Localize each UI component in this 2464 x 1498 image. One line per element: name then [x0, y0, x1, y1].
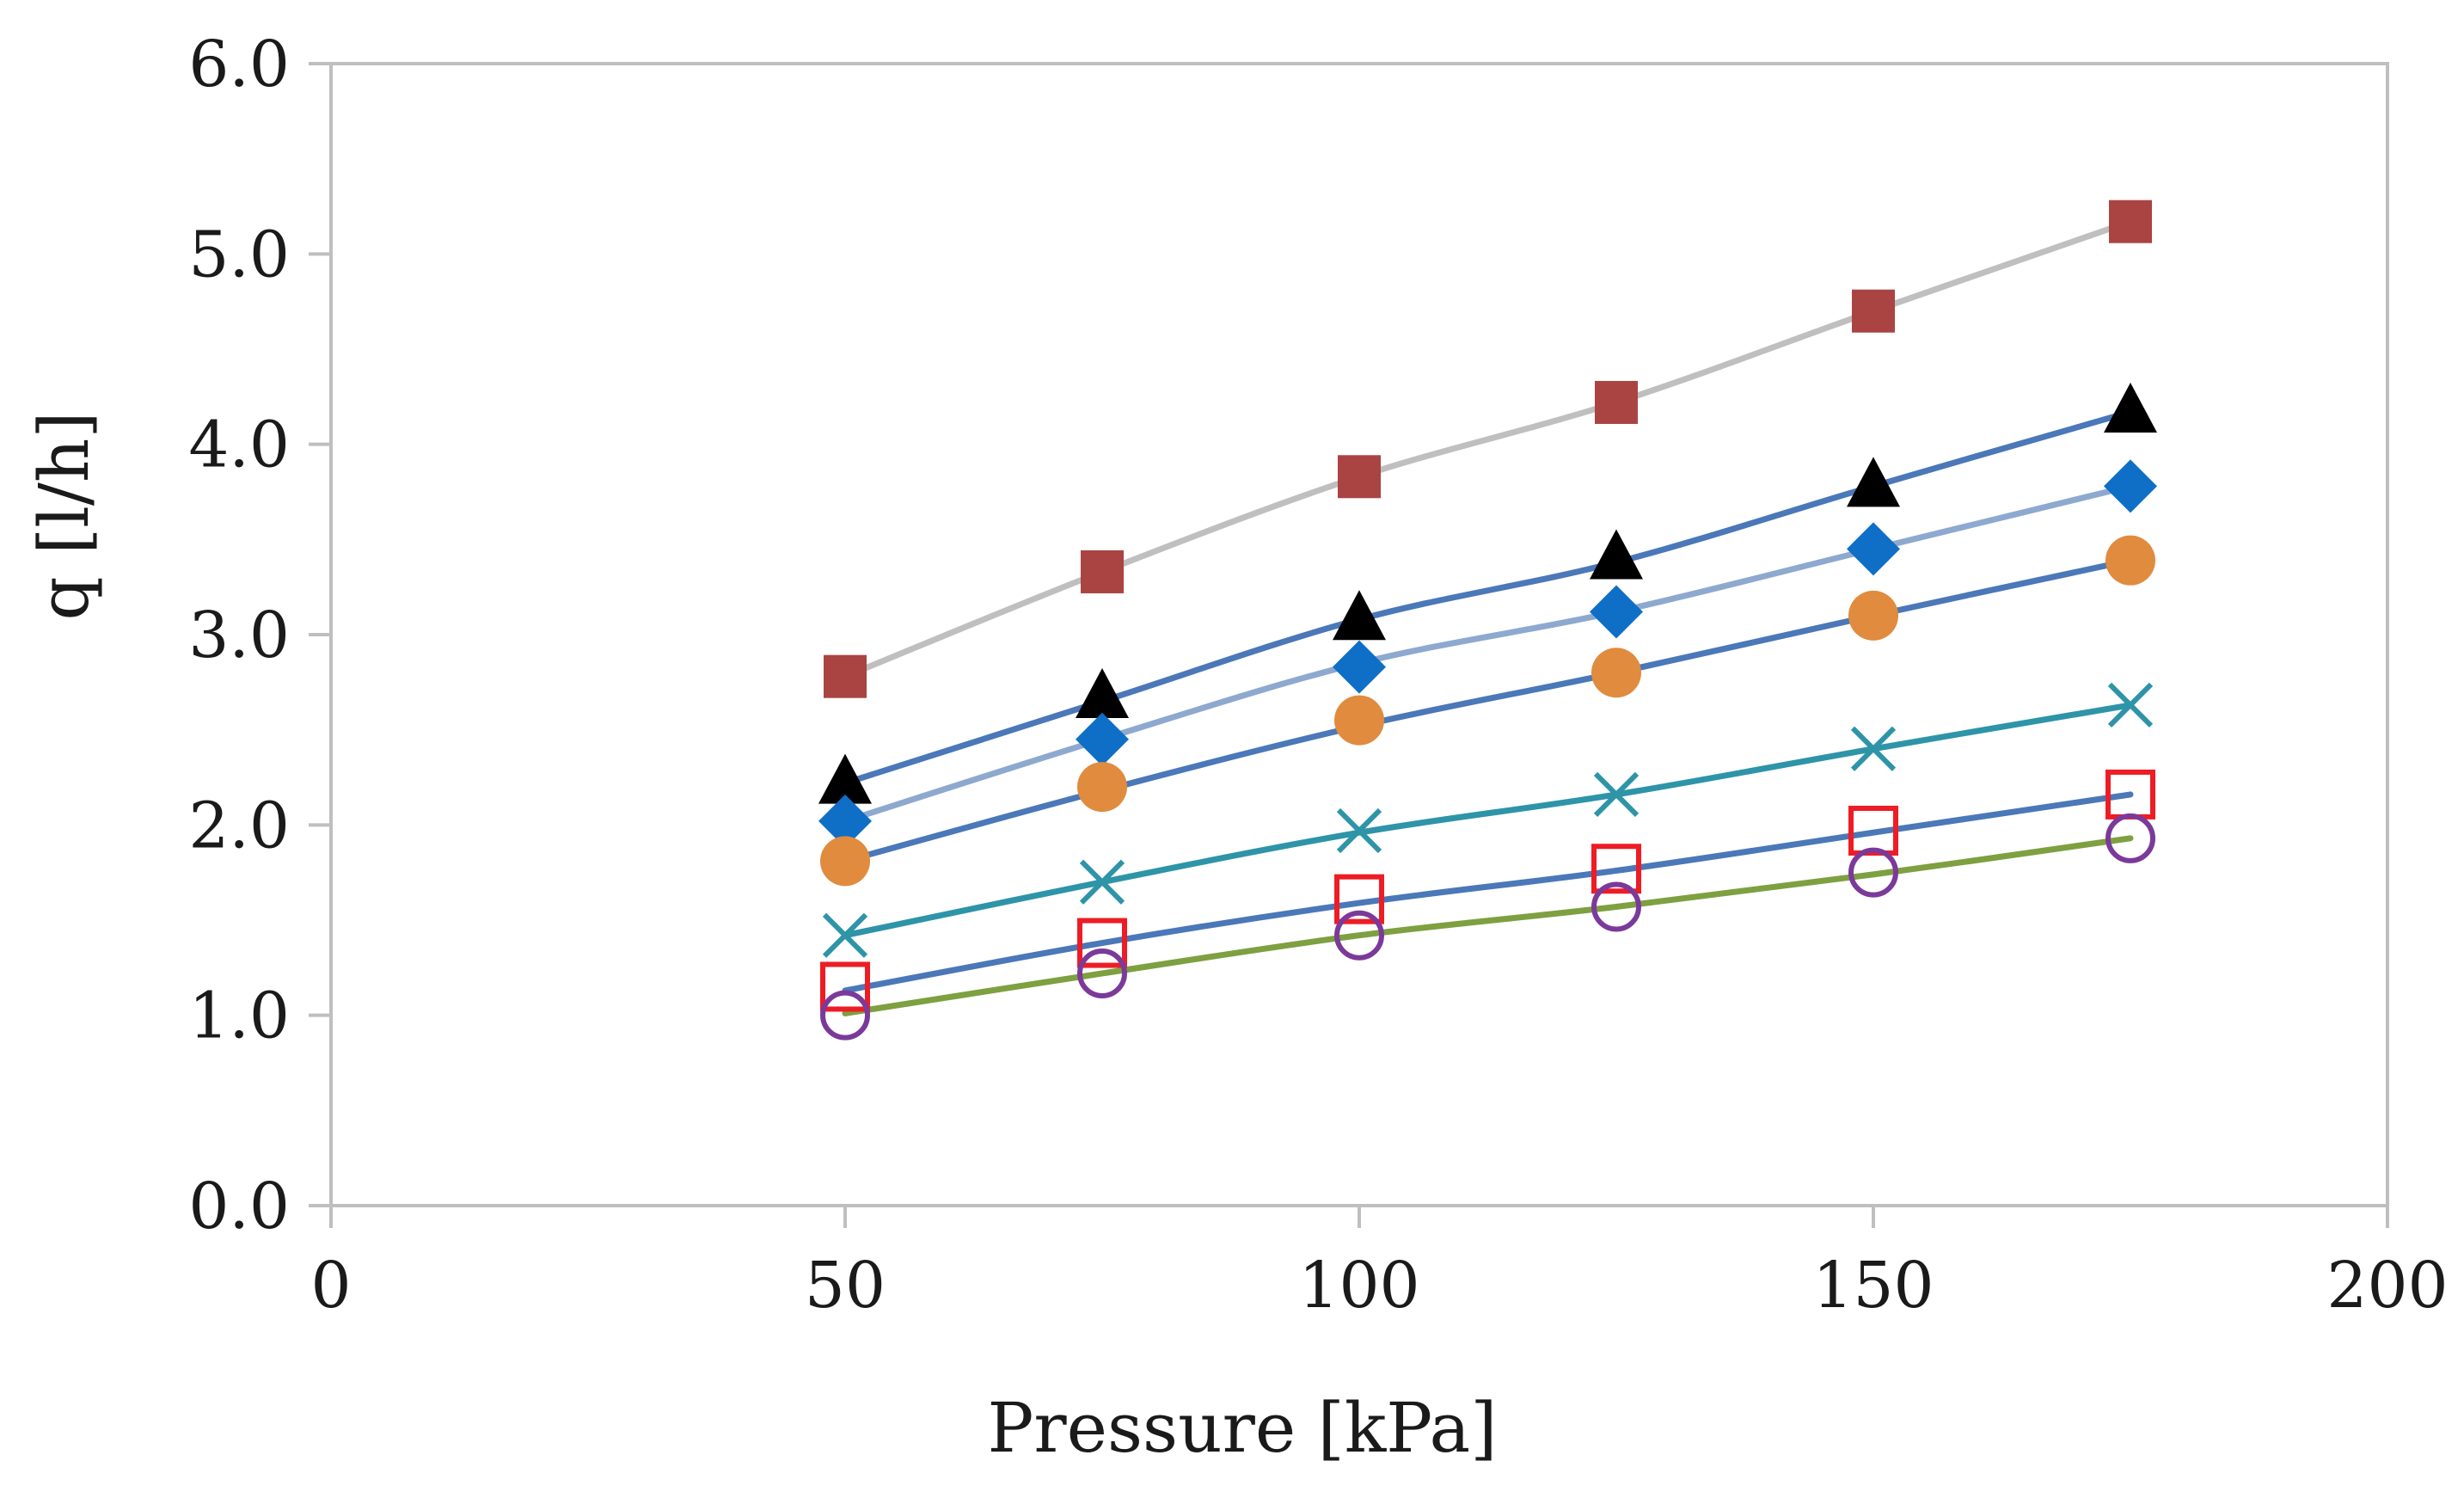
x-tick-label: 50	[805, 1249, 886, 1323]
series-circle-filled-point	[1848, 590, 1898, 641]
y-tick-label: 6.0	[188, 28, 290, 101]
series-square-filled-fit-line	[842, 218, 2134, 680]
series-circle-filled-fit-line	[842, 557, 2134, 864]
series-triangle-point	[1333, 590, 1386, 641]
series-square-filled-point	[2109, 200, 2152, 243]
series-cross-cross-stroke	[1593, 771, 1640, 818]
series-diamond-point	[1847, 522, 1900, 576]
series-circle-filled-point	[820, 836, 870, 887]
y-tick-label: 4.0	[188, 408, 290, 482]
series-triangle-fit-line	[842, 408, 2134, 787]
data-markers	[818, 200, 2157, 1041]
series-square-filled-point	[1338, 455, 1381, 499]
series-circle-filled-point	[1077, 762, 1127, 813]
series-square-filled-point	[1852, 289, 1895, 333]
series-diamond-point	[1333, 640, 1386, 694]
series-circle-open-point	[1591, 881, 1641, 932]
series-cross-cross-stroke	[822, 912, 868, 958]
series-cross-cross-stroke	[1079, 859, 1125, 905]
x-tick-label: 0	[310, 1249, 351, 1323]
series-circle-filled-point	[2105, 535, 2155, 586]
series-triangle-point	[1590, 529, 1643, 580]
series-cross-cross-stroke	[1850, 726, 1897, 771]
y-tick-label: 5.0	[188, 218, 290, 292]
series-circle-filled-point	[1591, 648, 1641, 698]
series-diamond-point	[1076, 712, 1129, 766]
series-triangle-point	[2104, 383, 2157, 433]
series-circle-open-point	[1077, 948, 1127, 998]
series-square-open-point	[1077, 918, 1127, 968]
series-circle-filled-point	[1334, 695, 1384, 746]
series-square-open-point	[1591, 844, 1641, 894]
x-axis-title: Pressure [kPa]	[988, 1388, 1498, 1468]
x-tick-label: 150	[1812, 1249, 1934, 1323]
y-tick-label: 0.0	[188, 1170, 290, 1243]
series-diamond-point	[2104, 459, 2157, 513]
series-cross-point	[1079, 859, 1125, 905]
series-cross-point	[822, 912, 868, 958]
series-triangle-point	[1847, 457, 1900, 507]
series-circle-open-fit-line	[842, 835, 2134, 1016]
series-square-filled-point	[824, 654, 867, 698]
series-square-open-point	[1334, 874, 1384, 924]
fit-lines	[842, 218, 2134, 1016]
series-cross-cross-stroke	[2107, 682, 2154, 728]
series-square-open-fit-line	[842, 791, 2134, 994]
series-circle-open-point	[2105, 813, 2155, 863]
y-axis-title: q [l/h]	[24, 411, 104, 620]
tick-labels: 0.0 1.0 2.0 3.0 4.0 5.0 6.0 0 50 100 150 200	[188, 28, 2448, 1323]
series-diamond-point	[1590, 585, 1643, 639]
series-cross-point	[1850, 726, 1897, 771]
series-diamond-fit-line	[842, 482, 2134, 825]
series-triangle-point	[1076, 668, 1129, 719]
series-square-filled-point	[1081, 549, 1124, 593]
y-tick-label: 1.0	[188, 979, 290, 1053]
series-cross-point	[1336, 807, 1382, 854]
series-square-filled-point	[1595, 380, 1638, 424]
series-circle-open-point	[1848, 847, 1898, 898]
series-cross-fit-line	[842, 702, 2134, 939]
series-cross-point	[1593, 771, 1640, 818]
x-tick-label: 200	[2326, 1249, 2448, 1323]
y-tick-label: 2.0	[188, 789, 290, 863]
series-triangle-point	[818, 753, 872, 804]
series-circle-open-point	[1334, 910, 1384, 961]
series-circle-open-point	[820, 990, 870, 1041]
y-tick-label: 3.0	[188, 599, 290, 672]
series-cross-point	[2107, 682, 2154, 728]
axis-ticks	[309, 62, 2389, 1228]
series-diamond-point	[818, 794, 872, 848]
series-square-open-point	[820, 961, 870, 1012]
series-cross-cross-stroke	[1336, 807, 1382, 854]
x-tick-label: 100	[1298, 1249, 1419, 1323]
series-square-open-point	[1848, 805, 1898, 856]
